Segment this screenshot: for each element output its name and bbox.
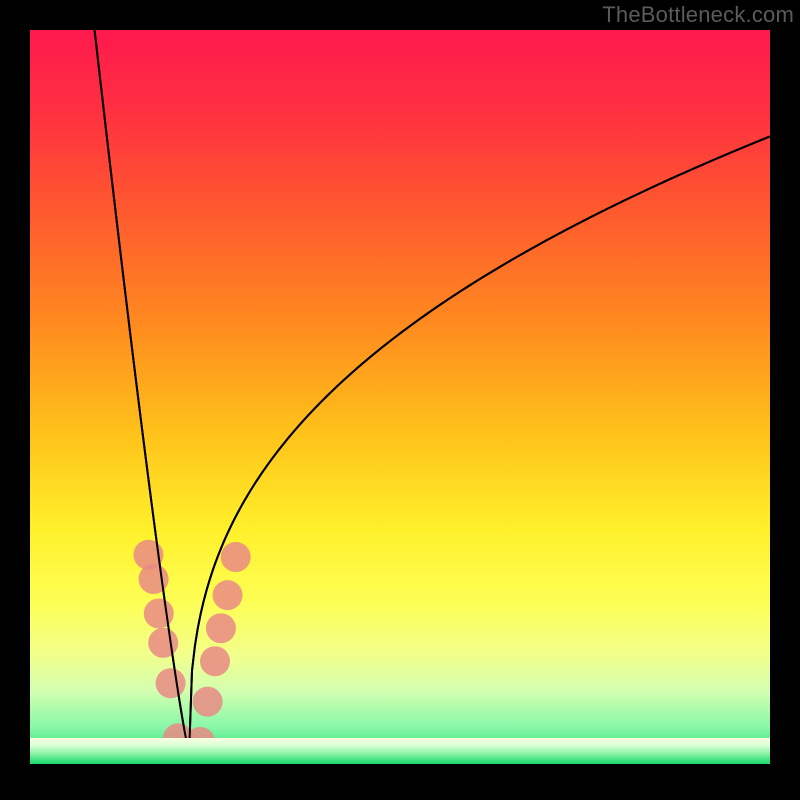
data-marker <box>156 668 186 698</box>
data-marker <box>200 646 230 676</box>
data-marker <box>221 542 251 572</box>
data-marker <box>206 613 236 643</box>
data-marker <box>144 599 174 629</box>
plot-svg <box>30 30 770 764</box>
data-marker <box>213 580 243 610</box>
watermark-text: TheBottleneck.com <box>602 2 794 28</box>
bottleneck-curve <box>93 30 770 753</box>
plot-area <box>30 30 770 764</box>
green-band <box>30 738 770 764</box>
data-marker <box>148 628 178 658</box>
data-marker <box>193 687 223 717</box>
chart-frame <box>0 0 800 800</box>
